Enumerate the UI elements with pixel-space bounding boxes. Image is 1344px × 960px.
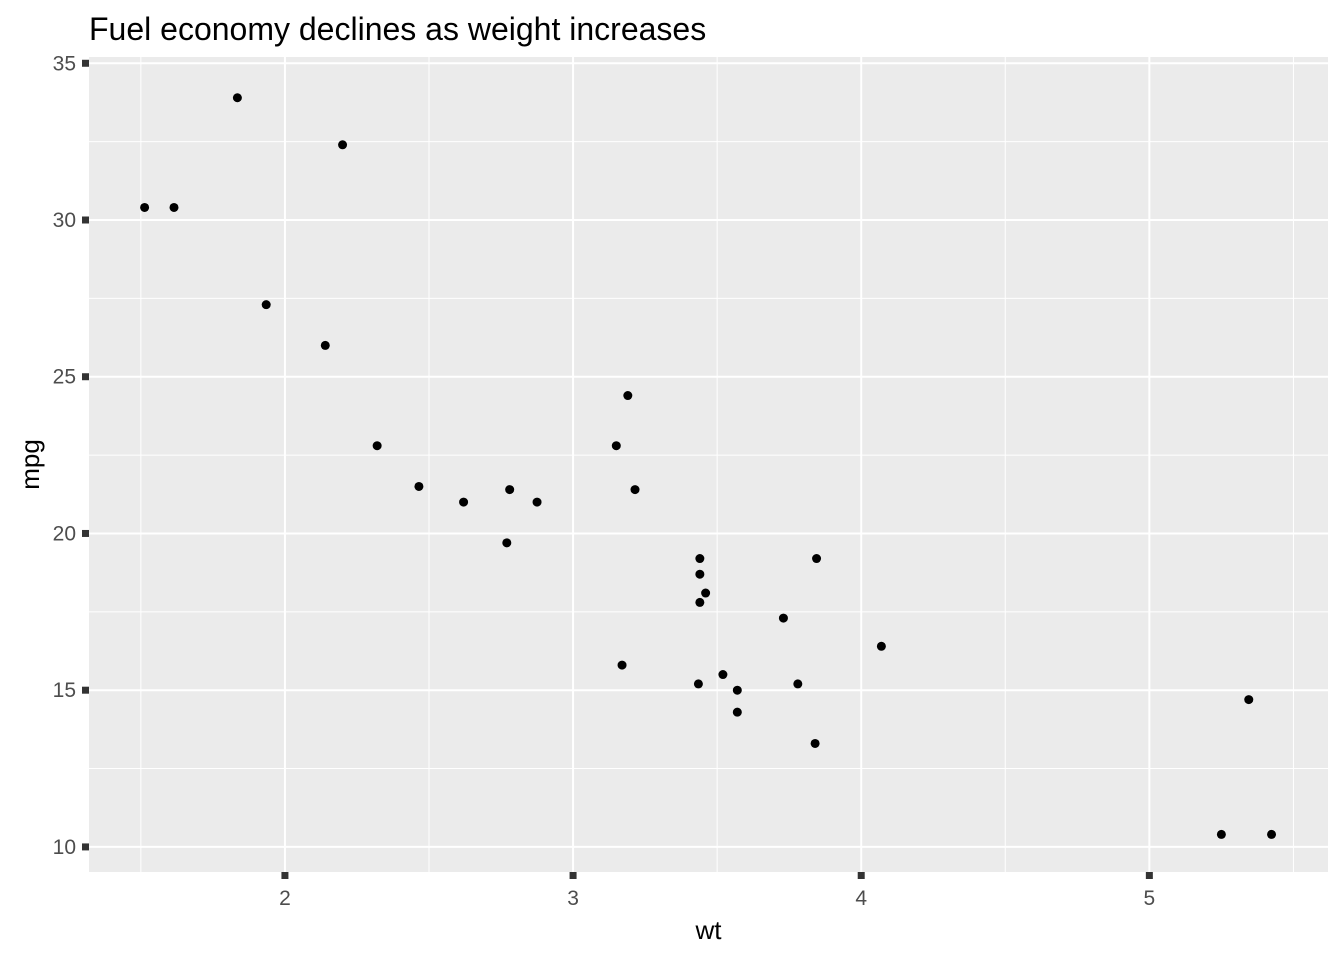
data-point [459,497,469,507]
x-axis-title: wt [695,915,723,945]
y-axis: 10 15 20 25 30 35 [53,52,89,859]
data-point [169,202,179,212]
data-point [732,707,742,717]
y-axis-title: mpg [15,439,45,490]
data-point [140,202,150,212]
data-point [693,679,703,689]
data-point [1216,829,1226,839]
data-point [1244,695,1254,705]
data-point [372,441,382,451]
x-axis: 2 3 4 5 [279,872,1155,910]
data-point [611,441,621,451]
data-point [505,485,515,495]
data-point [695,554,705,564]
data-point [1267,829,1277,839]
y-tick-label: 10 [53,836,76,859]
y-tick-label: 25 [53,366,76,389]
data-point [414,481,424,491]
data-point [695,569,705,579]
data-point [338,140,348,150]
chart-title: Fuel economy declines as weight increase… [89,11,706,47]
major-gridlines [89,57,1328,872]
data-point [695,597,705,607]
y-tick-label: 20 [53,522,76,545]
data-point [532,497,542,507]
x-tick-label: 2 [279,887,291,910]
data-points [140,93,1277,839]
x-tick-label: 5 [1144,887,1156,910]
data-point [793,679,803,689]
data-point [732,685,742,695]
data-point [630,485,640,495]
data-point [623,391,633,401]
y-tick-label: 30 [53,209,76,232]
x-tick-label: 3 [567,887,579,910]
data-point [261,300,271,310]
data-point [718,670,728,680]
plot-panel [89,57,1328,872]
data-point [810,738,820,748]
x-tick-label: 4 [855,887,867,910]
y-tick-label: 35 [53,52,76,75]
data-point [502,538,512,548]
y-tick-label: 15 [53,679,76,702]
data-point [320,340,330,350]
data-point [778,613,788,623]
data-point [812,554,822,564]
data-point [232,93,242,103]
minor-gridlines [89,57,1328,872]
data-point [617,660,627,670]
data-point [701,588,711,598]
data-point [876,641,886,651]
